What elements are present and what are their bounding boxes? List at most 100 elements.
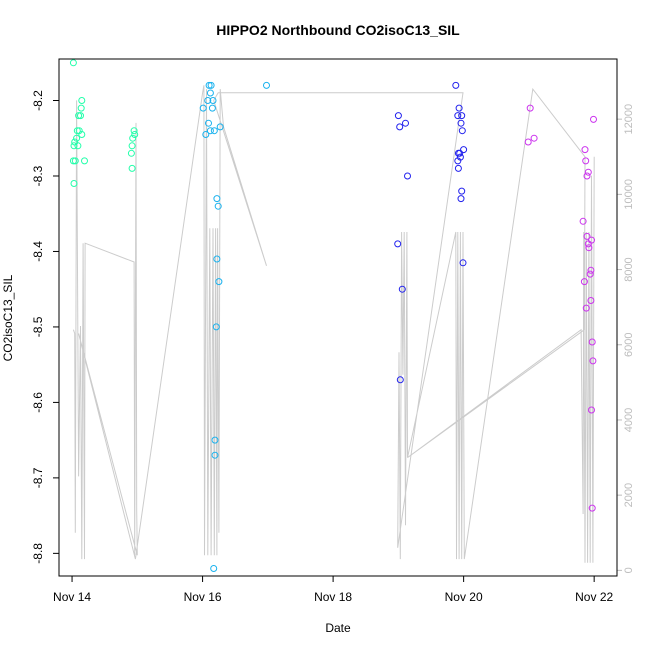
data-point — [458, 112, 466, 120]
data-point — [526, 104, 534, 112]
secondary-tick-label: 10000 — [623, 179, 635, 210]
data-point — [588, 406, 595, 414]
data-point — [402, 119, 409, 127]
data-point — [207, 81, 215, 89]
data-point — [456, 153, 464, 161]
data-point — [210, 565, 218, 572]
data-point — [460, 146, 468, 154]
data-point — [580, 278, 588, 286]
plot-frame — [58, 58, 618, 577]
data-point — [585, 244, 593, 252]
x-tick-label: Nov 14 — [53, 590, 91, 604]
y-tick-label: -8.5 — [31, 316, 45, 337]
data-point — [128, 164, 136, 172]
data-point — [581, 146, 589, 154]
data-point — [81, 157, 88, 165]
data-point — [205, 81, 213, 89]
data-point — [215, 278, 223, 286]
data-point — [459, 259, 467, 267]
data-point — [78, 97, 86, 104]
data-point — [211, 451, 219, 459]
data-point — [590, 115, 597, 123]
y-tick-label: -8.7 — [31, 467, 45, 488]
x-tick-label: Nov 18 — [314, 590, 352, 604]
data-point — [579, 217, 587, 225]
secondary-tick-label: 8000 — [623, 257, 635, 281]
data-point — [206, 89, 214, 97]
data-point — [584, 168, 592, 176]
x-tick-label: Nov 16 — [184, 590, 222, 604]
data-point — [588, 504, 596, 512]
data-point — [455, 104, 463, 112]
data-point — [587, 297, 595, 304]
secondary-tick-label: 2000 — [623, 483, 635, 507]
data-point — [214, 202, 222, 210]
y-tick-label: -8.8 — [31, 543, 45, 564]
data-point — [131, 131, 139, 138]
data-point — [394, 112, 402, 120]
data-point — [216, 123, 224, 131]
data-point — [202, 131, 210, 138]
x-tick-label: Nov 20 — [445, 590, 483, 604]
data-point — [586, 270, 594, 278]
data-point — [458, 127, 466, 135]
data-point — [213, 195, 221, 203]
data-point — [128, 142, 136, 150]
data-point — [587, 266, 595, 274]
axes: -8.2 -8.3 -8.4 -8.5 -8.6 -8.7 -8.8 Nov 14 Nov 16… — [31, 90, 635, 604]
y-tick-label: -8.4 — [31, 241, 45, 262]
data-point — [69, 157, 77, 165]
data-point — [206, 127, 214, 135]
data-point — [588, 338, 596, 346]
secondary-tick-label: 6000 — [623, 333, 635, 357]
y-tick-label: -8.2 — [31, 90, 45, 111]
data-point — [396, 123, 404, 131]
data-point — [212, 323, 220, 331]
data-point — [457, 195, 465, 203]
data-point — [396, 376, 404, 384]
data-point — [78, 131, 86, 138]
data-point — [199, 104, 207, 112]
data-point — [213, 255, 221, 263]
data-point — [454, 164, 462, 172]
x-axis-label: Date — [325, 621, 351, 635]
data-point — [454, 112, 462, 120]
data-point — [69, 59, 77, 67]
data-point — [71, 157, 79, 165]
data-point — [398, 285, 406, 293]
data-point — [263, 81, 270, 89]
y-tick-label: -8.3 — [31, 165, 45, 186]
data-point — [452, 81, 460, 89]
data-point — [454, 149, 462, 157]
data-point — [210, 127, 218, 135]
data-point — [205, 119, 212, 127]
data-point — [70, 142, 78, 150]
data-point — [458, 187, 466, 195]
secondary-tick-label: 0 — [623, 567, 635, 573]
data-point — [524, 138, 532, 146]
data-point — [73, 127, 81, 135]
secondary-tick-label: 4000 — [623, 408, 635, 432]
chart-title: HIPPO2 Northbound CO2isoC13_SIL — [216, 22, 460, 38]
data-point — [130, 127, 138, 135]
data-point — [204, 97, 212, 104]
y-axis-label: CO2isoC13_SIL — [1, 274, 15, 361]
data-point — [75, 112, 83, 120]
data-point — [77, 112, 84, 120]
data-point — [530, 134, 538, 142]
y-tick-label: -8.6 — [31, 392, 45, 413]
data-point — [77, 104, 85, 112]
data-point — [394, 240, 402, 248]
altitude-series — [72, 85, 595, 563]
data-point — [589, 357, 597, 365]
data-point — [74, 142, 82, 150]
data-point — [209, 97, 217, 104]
data-point — [208, 104, 216, 112]
data-point — [582, 157, 590, 165]
data-point — [127, 149, 135, 157]
data-point — [129, 134, 137, 142]
data-point — [73, 134, 81, 142]
data-point — [211, 436, 219, 444]
